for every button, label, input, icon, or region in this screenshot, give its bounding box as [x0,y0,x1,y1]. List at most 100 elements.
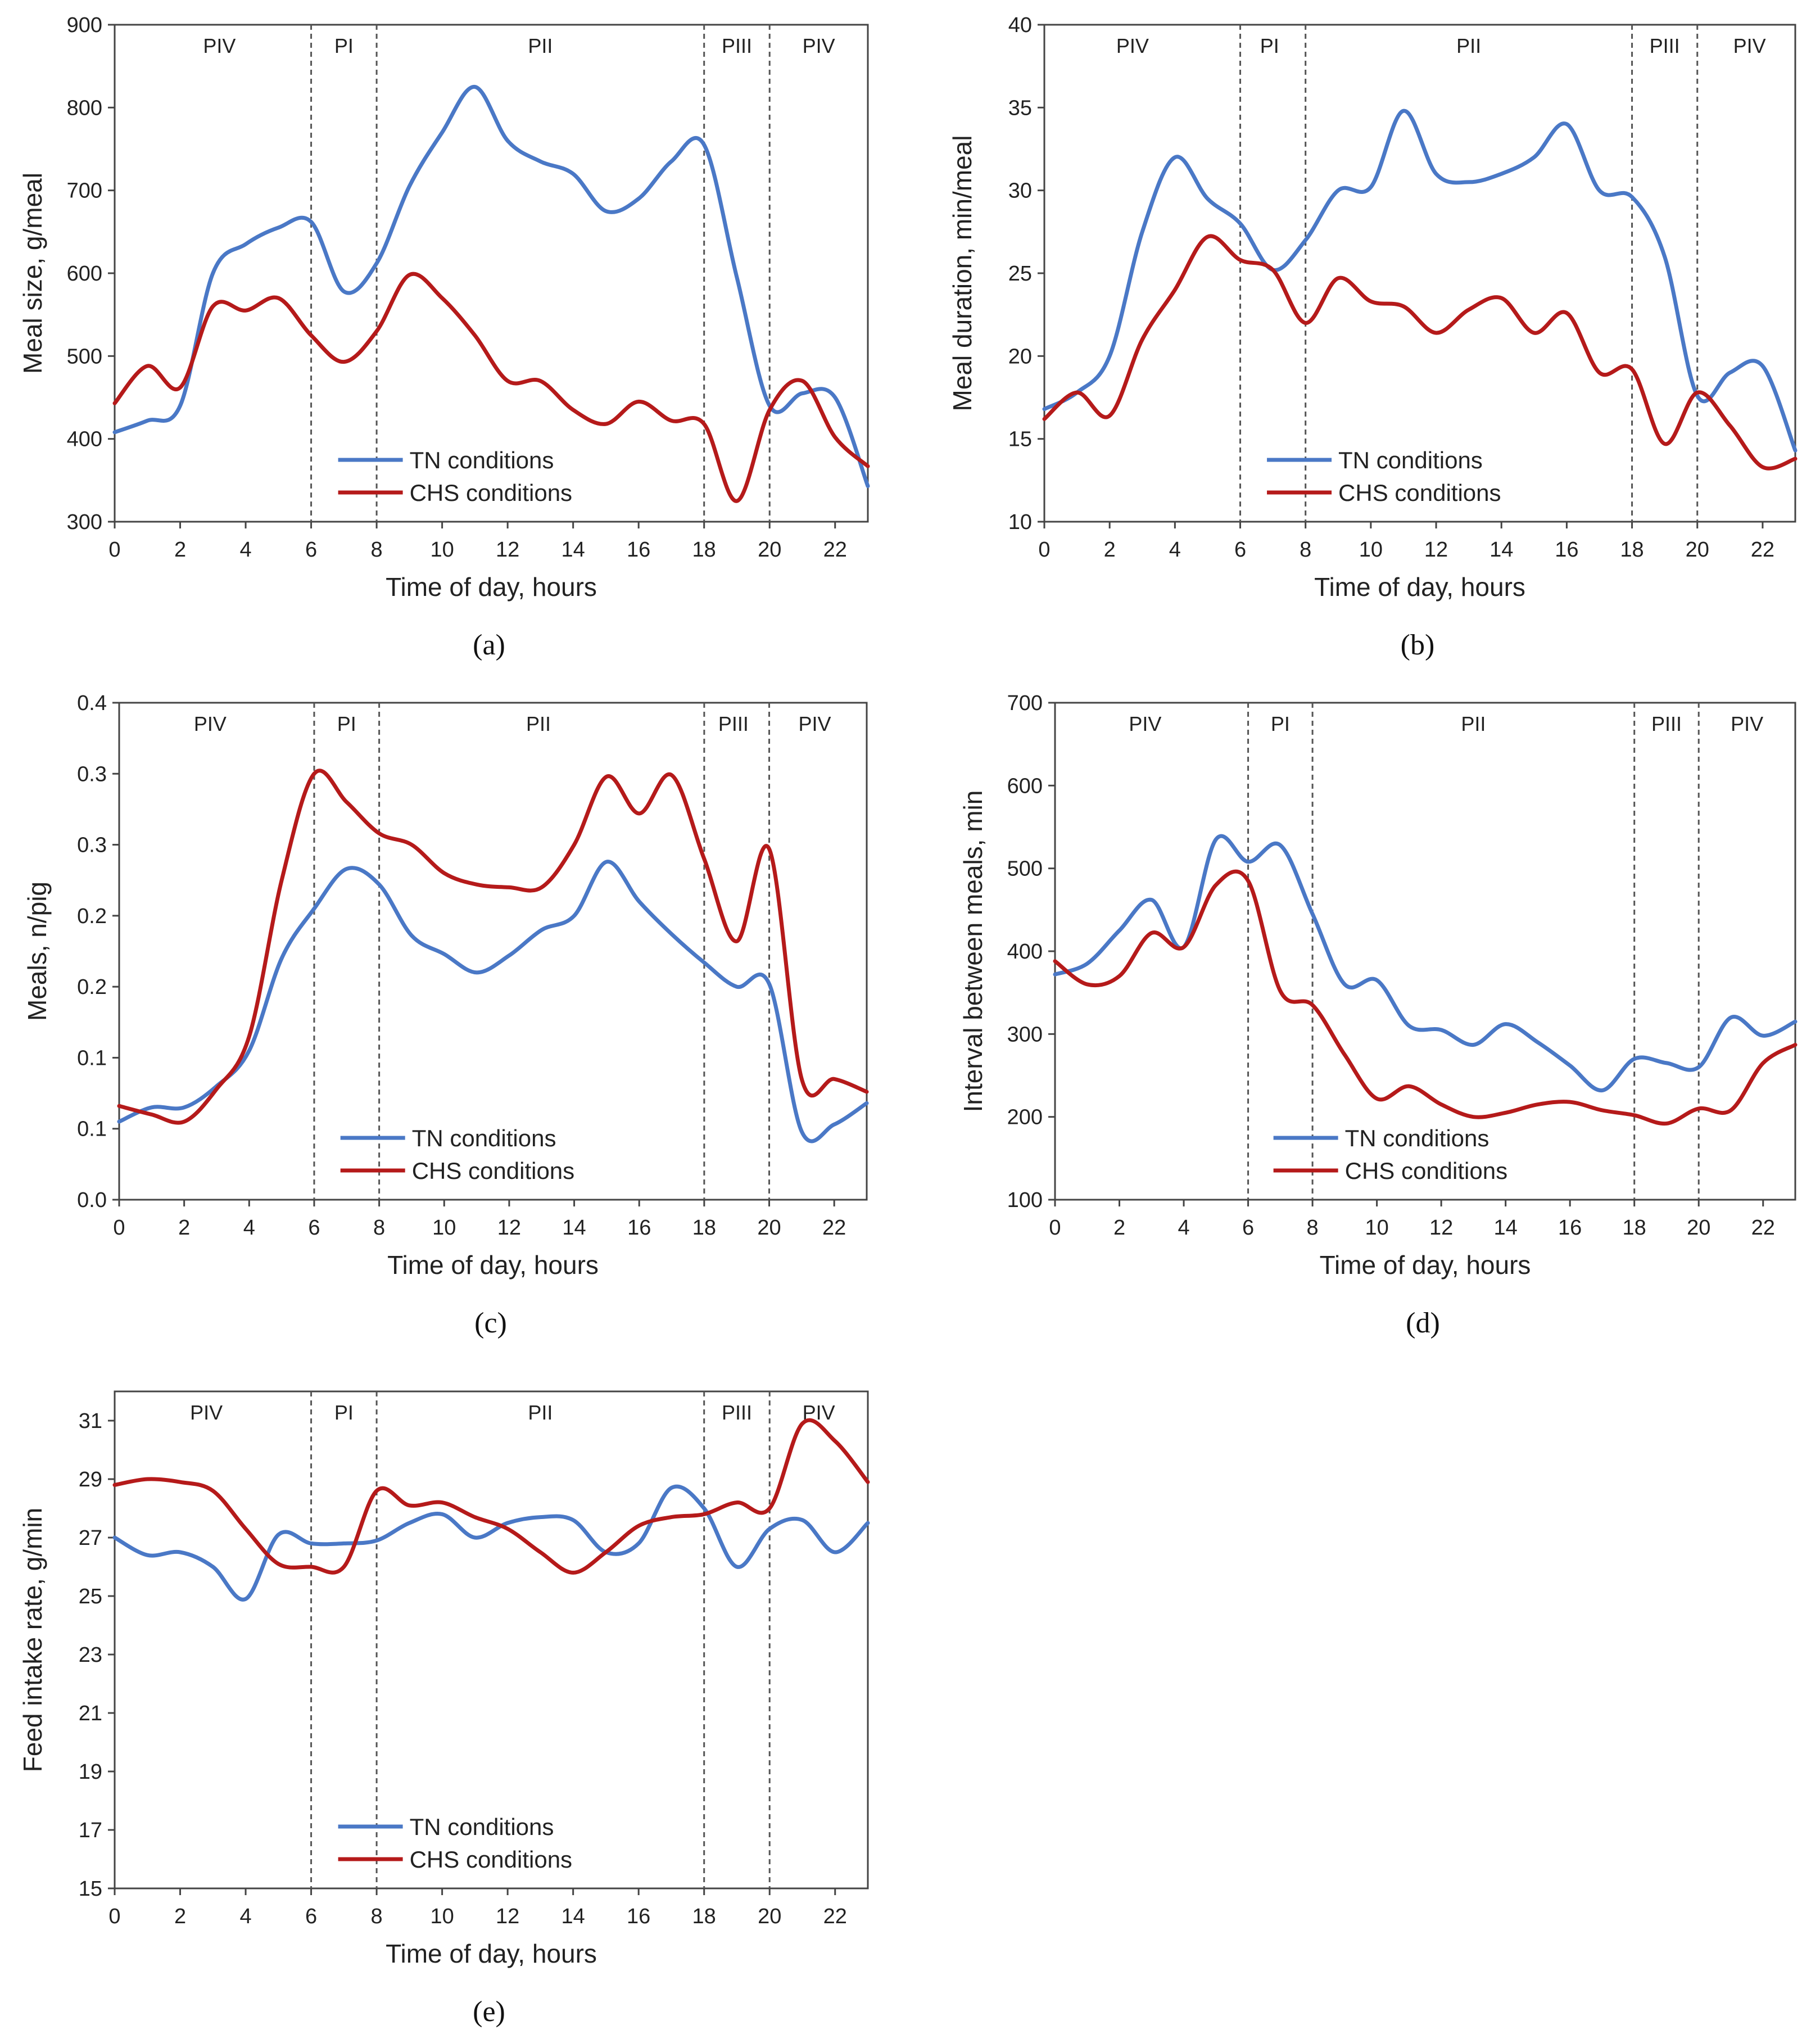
y-tick-label: 700 [1007,691,1043,715]
series-line-chs [117,769,869,1125]
y-tick-label: 500 [67,345,102,368]
x-tick-label: 18 [692,1216,716,1240]
x-tick-label: 10 [432,1216,456,1240]
x-tick-label: 10 [430,1905,454,1928]
phase-label: PIV [194,712,227,735]
phase-label: PIV [803,34,835,57]
y-tick-label: 700 [67,179,102,203]
legend-label-chs: CHS conditions [412,1158,574,1184]
x-tick-label: 6 [1242,1216,1254,1240]
panel-label: (e) [473,1996,505,2028]
legend-label-tn: TN conditions [410,1814,554,1840]
x-tick-label: 2 [174,1905,186,1928]
y-axis-title: Meal size, g/meal [18,173,47,374]
x-tick-label: 14 [1489,538,1513,562]
phase-label: PI [334,34,354,57]
legend-label-tn: TN conditions [412,1125,556,1151]
x-tick-label: 18 [692,1905,716,1928]
legend-label-chs: CHS conditions [410,480,572,506]
x-tick-label: 10 [1365,1216,1388,1240]
phase-label: PII [1456,34,1481,57]
chart-panel-d: 100 200 300 400 500 600 700 0 2 4 6 8 10 12 14 16 18 20 22… [958,691,1798,1339]
y-tick-label: 200 [1007,1106,1043,1129]
phase-label: PI [1271,712,1290,735]
y-tick-label: 40 [1008,13,1032,37]
y-tick-label: 19 [79,1760,102,1784]
phase-label: PII [528,1401,553,1424]
y-tick-label: 20 [1008,345,1032,368]
phase-label: PII [528,34,553,57]
phase-label: PIV [1733,34,1766,57]
x-axis-title: Time of day, hours [387,1250,599,1280]
legend-label-chs: CHS conditions [410,1846,572,1873]
y-tick-label: 15 [79,1877,102,1901]
y-tick-label: 27 [79,1526,102,1550]
series-line-chs [112,1418,870,1575]
legend-label-chs: CHS conditions [1345,1158,1507,1184]
y-tick-label: 0.3 [77,762,107,786]
y-tick-label: 10 [1008,510,1032,534]
y-tick-label: 800 [67,96,102,120]
y-tick-label: 17 [79,1819,102,1842]
x-tick-label: 10 [430,538,454,562]
y-tick-label: 21 [79,1702,102,1725]
phase-label: PI [337,712,356,735]
x-tick-label: 8 [1300,538,1311,562]
x-tick-label: 20 [1686,538,1709,562]
phase-label: PII [1461,712,1486,735]
y-axis-title: Meal duration, min/meal [948,135,977,412]
y-tick-label: 15 [1008,428,1032,451]
y-tick-label: 25 [79,1585,102,1608]
phase-label: PIII [722,34,752,57]
legend-label-tn: TN conditions [1345,1125,1489,1151]
legend-label-chs: CHS conditions [1338,480,1501,506]
panel-label: (b) [1401,629,1435,661]
x-tick-label: 20 [757,1216,781,1240]
x-tick-label: 2 [1113,1216,1125,1240]
x-tick-label: 0 [113,1216,125,1240]
x-tick-label: 0 [1038,538,1050,562]
y-tick-label: 0.4 [77,691,107,715]
x-tick-label: 4 [239,538,251,562]
x-tick-label: 20 [1687,1216,1710,1240]
x-tick-label: 4 [239,1905,251,1928]
y-tick-label: 500 [1007,857,1043,881]
x-tick-label: 18 [1620,538,1644,562]
x-axis-title: Time of day, hours [1314,572,1525,602]
x-tick-label: 12 [496,1905,519,1928]
x-tick-label: 22 [823,538,847,562]
chart-panel-a: 300 400 500 600 700 800 900 0 2 4 6 8 10 12 14 16 18 20 22… [18,13,870,661]
y-tick-label: 31 [79,1409,102,1433]
x-tick-label: 22 [822,1216,846,1240]
plot-frame [114,1390,869,1890]
phase-label: PII [526,712,551,735]
phase-label: PIII [722,1401,752,1424]
x-tick-label: 2 [174,538,186,562]
panel-label: (a) [473,629,505,661]
x-tick-label: 8 [1307,1216,1319,1240]
phase-label: PIII [1651,712,1682,735]
x-tick-label: 12 [497,1216,521,1240]
x-tick-label: 2 [1104,538,1116,562]
x-tick-label: 14 [1494,1216,1518,1240]
y-tick-label: 100 [1007,1188,1043,1212]
y-axis-title: Interval between meals, min [958,790,988,1113]
x-tick-label: 8 [373,1216,385,1240]
x-tick-label: 4 [1178,1216,1189,1240]
series-line-tn [117,860,869,1143]
series-line-tn [1042,109,1798,453]
x-tick-label: 14 [562,1216,586,1240]
x-tick-label: 18 [1623,1216,1646,1240]
x-tick-label: 22 [1751,538,1774,562]
x-tick-label: 12 [1429,1216,1453,1240]
phase-label: PI [1260,34,1279,57]
chart-panel-e: 15 17 19 21 23 25 27 29 31 0 2 4 6 8 10 12 14 16 18 20 22 PIV… [18,1390,870,2028]
x-tick-label: 0 [108,1905,120,1928]
x-tick-label: 20 [758,538,781,562]
y-tick-label: 29 [79,1468,102,1491]
x-tick-label: 12 [496,538,519,562]
x-tick-label: 14 [562,538,585,562]
phase-label: PIV [1731,712,1763,735]
series-line-tn [1053,834,1798,1093]
